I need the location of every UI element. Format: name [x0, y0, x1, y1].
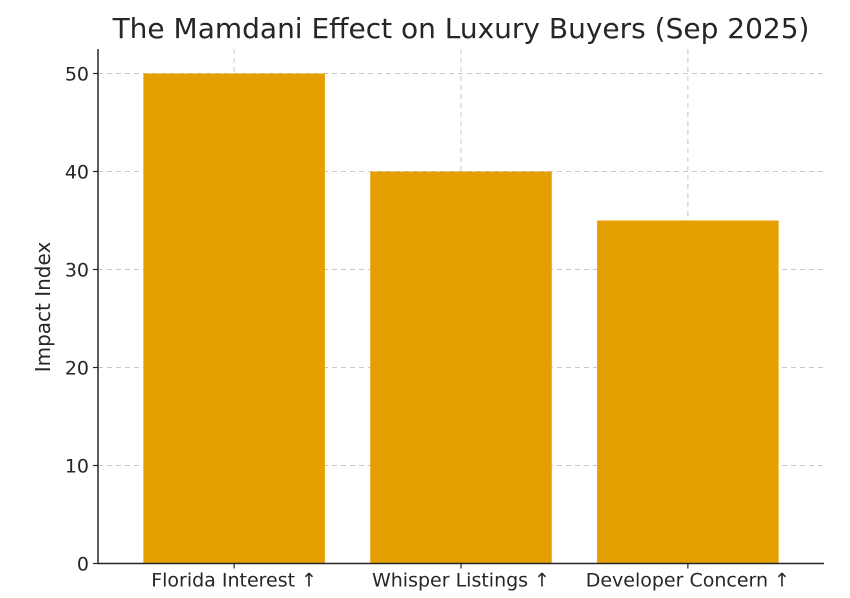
- x-ticks: Florida Interest ↑ Whisper Listings ↑ Deve…: [151, 563, 790, 592]
- y-tick-label: 10: [65, 456, 89, 478]
- y-tick-label: 40: [65, 162, 89, 184]
- bars: [143, 73, 779, 564]
- x-tick-label: Florida Interest ↑: [151, 570, 317, 592]
- x-tick-label: Developer Concern ↑: [586, 570, 790, 592]
- y-axis-label: Impact Index: [31, 242, 55, 373]
- x-tick-label: Whisper Listings ↑: [372, 570, 550, 592]
- y-ticks: 0 10 20 30 40 50: [65, 64, 98, 576]
- y-tick-label: 50: [65, 64, 89, 86]
- y-tick-label: 0: [77, 554, 89, 576]
- bar: [370, 171, 552, 564]
- chart-title: The Mamdani Effect on Luxury Buyers (Sep…: [112, 12, 810, 45]
- y-tick-label: 30: [65, 260, 89, 282]
- y-tick-label: 20: [65, 358, 89, 380]
- bar: [143, 73, 325, 564]
- bar: [597, 220, 779, 564]
